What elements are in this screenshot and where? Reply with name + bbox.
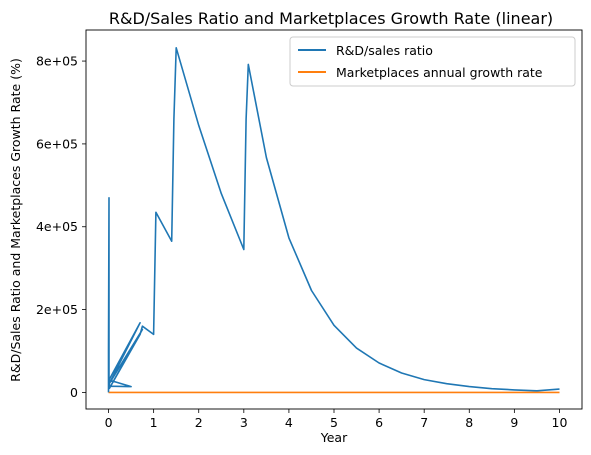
chart-title: R&D/Sales Ratio and Marketplaces Growth … — [109, 9, 553, 28]
x-tick-label: 9 — [510, 415, 518, 430]
y-tick-label: 8e+05 — [36, 54, 78, 69]
x-tick-label: 1 — [150, 415, 158, 430]
series-lines — [107, 46, 560, 394]
series-line-rd-sales — [107, 46, 560, 393]
x-axis-label: Year — [320, 430, 348, 445]
x-tick-label: 6 — [375, 415, 383, 430]
x-axis: 0 1 2 3 4 5 6 7 8 9 10 — [105, 409, 568, 430]
x-tick-label: 7 — [420, 415, 428, 430]
y-tick-label: 6e+05 — [36, 136, 78, 151]
x-tick-label: 8 — [465, 415, 473, 430]
legend-label-marketplaces-growth: Marketplaces annual growth rate — [336, 65, 543, 80]
x-tick-label: 3 — [240, 415, 248, 430]
x-tick-label: 5 — [330, 415, 338, 430]
y-tick-label: 2e+05 — [36, 302, 78, 317]
legend: R&D/sales ratio Marketplaces annual grow… — [289, 36, 576, 87]
x-tick-label: 0 — [105, 415, 113, 430]
legend-box — [289, 36, 576, 87]
y-tick-label: 0 — [70, 385, 78, 400]
x-tick-label: 2 — [195, 415, 203, 430]
legend-label-rd-sales: R&D/sales ratio — [336, 43, 433, 58]
x-tick-label: 10 — [552, 415, 568, 430]
y-axis-label: R&D/Sales Ratio and Marketplaces Growth … — [8, 58, 23, 382]
x-tick-label: 4 — [285, 415, 293, 430]
y-tick-label: 4e+05 — [36, 219, 78, 234]
y-axis: 0 2e+05 4e+05 6e+05 8e+05 — [36, 54, 86, 400]
